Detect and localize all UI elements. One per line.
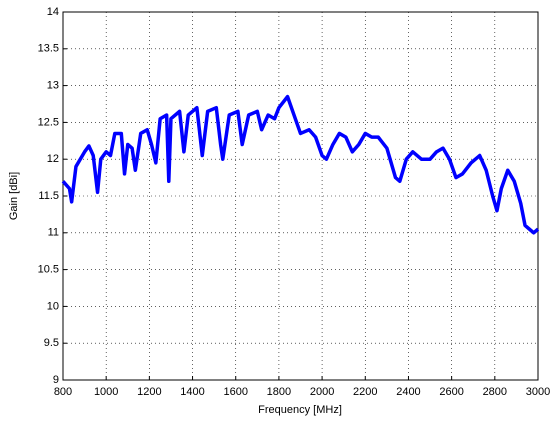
plot-frame	[62, 11, 539, 381]
x-tick-label: 1000	[94, 386, 118, 398]
x-tick-label: 1400	[180, 386, 204, 398]
y-tick-label: 11.5	[38, 190, 59, 202]
x-tick-label: 3000	[526, 386, 550, 398]
x-tick-label: 2600	[439, 386, 463, 398]
x-tick-label: 1800	[267, 386, 291, 398]
x-axis-label: Frequency [MHz]	[258, 404, 342, 416]
y-tick-label: 12	[47, 153, 59, 165]
y-tick-label: 12.5	[38, 116, 59, 128]
x-tick-label: 2800	[483, 386, 507, 398]
y-tick-label: 9	[53, 374, 59, 386]
y-tick-label: 10.5	[38, 264, 59, 276]
x-tick-label: 800	[54, 386, 72, 398]
y-tick-label: 13.5	[38, 43, 59, 55]
x-tick-label: 1200	[137, 386, 161, 398]
y-tick-label: 14	[47, 6, 59, 18]
x-tick-label: 2200	[353, 386, 377, 398]
y-tick-label: 9.5	[44, 337, 59, 349]
y-tick-label: 13	[47, 80, 59, 92]
x-tick-label: 2000	[310, 386, 334, 398]
x-tick-label: 1600	[223, 386, 247, 398]
y-tick-label: 10	[47, 300, 59, 312]
y-axis-label: Gain [dBi]	[8, 172, 20, 220]
y-tick-label: 11	[48, 227, 59, 239]
data-line	[61, 94, 540, 235]
x-tick-label: 2400	[396, 386, 420, 398]
